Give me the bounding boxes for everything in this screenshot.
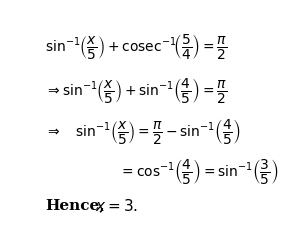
Text: $\Rightarrow \sin^{-1}\!\left(\dfrac{x}{5}\right) + \sin^{-1}\!\left(\dfrac{4}{5: $\Rightarrow \sin^{-1}\!\left(\dfrac{x}{…: [45, 76, 228, 105]
Text: $\Rightarrow \quad \sin^{-1}\!\left(\dfrac{x}{5}\right) = \dfrac{\pi}{2} - \sin^: $\Rightarrow \quad \sin^{-1}\!\left(\dfr…: [45, 117, 241, 146]
Text: $= \cos^{-1}\!\left(\dfrac{4}{5}\right) = \sin^{-1}\!\left(\dfrac{3}{5}\right)$: $= \cos^{-1}\!\left(\dfrac{4}{5}\right) …: [119, 157, 279, 186]
Text: $\sin^{-1}\!\left(\dfrac{x}{5}\right) + \mathrm{cosec}^{-1}\!\left(\dfrac{5}{4}\: $\sin^{-1}\!\left(\dfrac{x}{5}\right) + …: [45, 32, 228, 61]
Text: $x = 3.$: $x = 3.$: [95, 198, 138, 214]
Text: Hence,: Hence,: [45, 199, 105, 213]
